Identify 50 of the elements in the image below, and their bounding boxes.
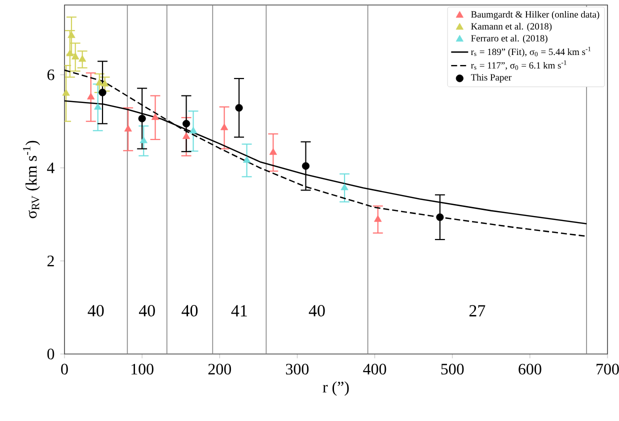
x-tick-label: 200 <box>208 364 231 375</box>
annotation: 40 <box>138 305 155 316</box>
y-tick-label: 0 <box>47 348 54 360</box>
point <box>436 213 444 221</box>
legend-label: r$_{s}$ = 117”, σ$_{0}$ = 6.1 km s$^{-1}$ <box>471 60 566 70</box>
point <box>151 113 160 120</box>
point <box>94 102 102 110</box>
annotation: 40 <box>308 305 325 316</box>
annotation: 27 <box>469 305 486 316</box>
point <box>78 55 86 62</box>
legend-label: This Paper <box>470 74 512 82</box>
point <box>72 52 80 60</box>
legend-label: Baumgardt & Hilker (online data) <box>471 10 600 20</box>
x-tick-label: 100 <box>132 364 154 375</box>
y-tick-label: 2 <box>47 256 54 266</box>
point <box>140 136 148 144</box>
point <box>189 126 198 134</box>
x-tick-label: 300 <box>286 364 309 375</box>
legend-label: Kamann et al. (2018) <box>471 22 552 32</box>
point <box>182 120 190 128</box>
point <box>374 215 382 222</box>
point <box>68 31 76 38</box>
point <box>269 148 277 155</box>
point <box>138 114 146 122</box>
point <box>242 156 251 163</box>
x-tick-label: 500 <box>441 364 464 375</box>
legend-label: Ferraro et al. (2018) <box>471 34 548 44</box>
point <box>98 88 106 96</box>
point <box>220 123 228 130</box>
x-tick-label: 700 <box>596 364 619 375</box>
x-tick-label: 600 <box>518 364 542 375</box>
point <box>124 124 132 132</box>
point <box>182 132 190 139</box>
annotation: 40 <box>182 305 198 316</box>
annotation: 41 <box>231 305 247 316</box>
y-axis-title: σ$_{RV}$ (km s$^{-1}$) <box>22 140 40 218</box>
point <box>101 80 109 86</box>
annotation: 40 <box>88 305 104 316</box>
point <box>235 104 243 112</box>
x-tick-label: 0 <box>61 364 68 375</box>
point <box>66 49 74 56</box>
point <box>340 183 348 190</box>
point <box>87 92 95 100</box>
x-axis-title: r (”) <box>322 381 349 396</box>
y-tick-label: 4 <box>47 162 54 174</box>
x-tick-label: 400 <box>363 364 386 375</box>
legend-label: r$_{s}$ = 189” (Fit), σ$_{0}$ = 5.44 km s$^{-1}$ <box>471 46 591 57</box>
y-tick-label: 6 <box>47 69 54 80</box>
point <box>62 89 70 96</box>
point <box>302 162 310 170</box>
